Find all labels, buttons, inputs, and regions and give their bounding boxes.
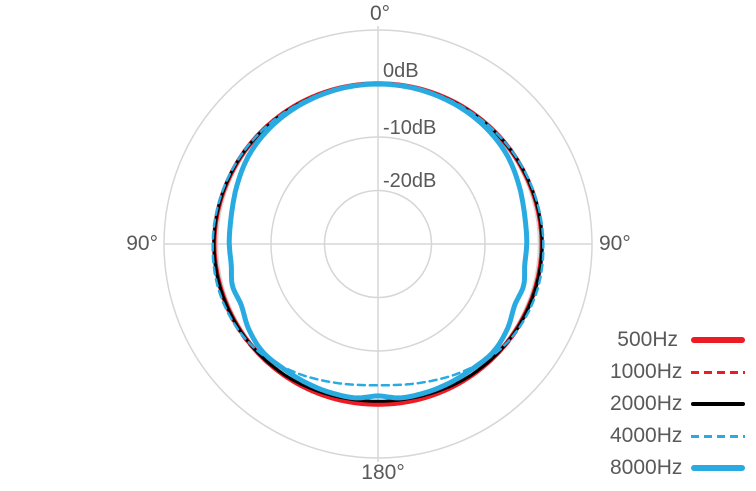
legend-item-8000hz: 8000Hz — [610, 452, 745, 484]
ring-label-20db: -20dB — [383, 170, 437, 192]
legend-label-500hz: 500Hz — [617, 328, 678, 351]
ring-label-0db: 0dB — [383, 60, 419, 82]
legend-swatch-4000hz-dashed-blue — [691, 434, 745, 438]
angle-label-90-right: 90° — [599, 232, 631, 255]
legend-item-500hz: 500Hz — [610, 324, 745, 356]
legend-swatch-8000hz-solid-blue — [691, 465, 745, 471]
legend-label-8000hz: 8000Hz — [610, 456, 683, 479]
ring-label-10db: -10dB — [383, 117, 437, 139]
legend-item-2000hz: 2000Hz — [610, 388, 745, 420]
series-curves — [211, 81, 545, 407]
angle-label-0: 0° — [369, 2, 391, 25]
legend-label-2000hz: 2000Hz — [610, 392, 683, 415]
legend-item-4000hz: 4000Hz — [610, 420, 745, 452]
curve-4000hz — [211, 82, 545, 387]
legend-swatch-500hz-solid-red — [691, 337, 745, 343]
legend-swatch-1000hz-dashed-red — [691, 370, 745, 374]
angle-label-90-left: 90° — [126, 232, 158, 255]
legend-item-1000hz: 1000Hz — [610, 356, 745, 388]
legend-label-4000hz: 4000Hz — [610, 424, 683, 447]
angle-label-180: 180° — [361, 461, 405, 484]
legend-swatch-2000hz-solid-black — [691, 402, 745, 406]
legend-label-1000hz: 1000Hz — [610, 360, 683, 383]
curve-8000hz — [226, 81, 530, 401]
legend: 500Hz 1000Hz 2000Hz 4000Hz 8000Hz — [610, 324, 745, 484]
